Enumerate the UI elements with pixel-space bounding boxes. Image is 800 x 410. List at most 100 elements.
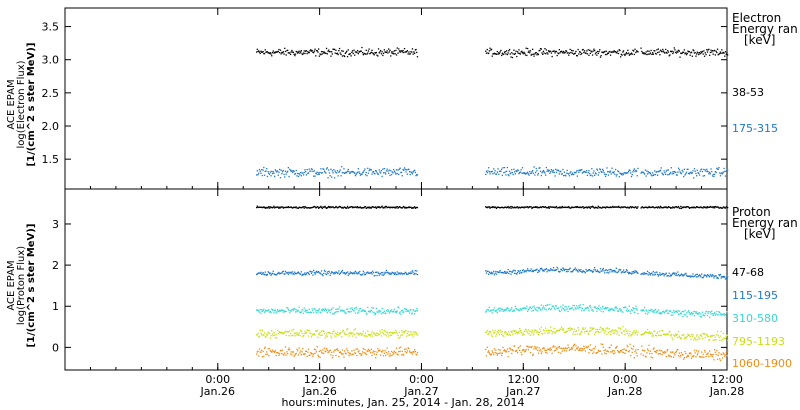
data-point [686, 355, 688, 357]
data-point [547, 269, 549, 271]
data-point [708, 355, 710, 358]
data-point [630, 347, 633, 349]
data-point [695, 206, 697, 209]
data-point [599, 56, 602, 58]
data-point [601, 270, 603, 272]
data-point [601, 308, 603, 310]
data-point [262, 309, 264, 312]
data-point [279, 207, 282, 209]
data-point [503, 332, 506, 334]
data-point [530, 307, 532, 310]
data-point [678, 352, 680, 354]
data-point [415, 310, 417, 312]
data-point [408, 272, 410, 274]
data-point [534, 206, 536, 208]
data-point [702, 175, 704, 177]
data-point [591, 349, 593, 351]
data-point [710, 274, 712, 276]
data-point [709, 171, 711, 173]
data-point [683, 49, 685, 51]
data-point [320, 334, 322, 337]
data-point [534, 53, 536, 55]
data-point [573, 268, 576, 271]
data-point [281, 51, 283, 54]
data-point [314, 352, 316, 354]
data-point [555, 349, 557, 351]
data-point [576, 55, 578, 57]
data-point [621, 206, 623, 208]
data-point [260, 332, 262, 334]
data-point [328, 309, 331, 311]
data-point [409, 272, 411, 275]
data-point [493, 168, 495, 170]
data-point [397, 52, 399, 54]
data-point [678, 275, 680, 277]
data-point [311, 271, 313, 273]
data-point [570, 271, 572, 273]
data-point [661, 51, 663, 53]
data-point [485, 348, 487, 351]
data-point [530, 331, 532, 333]
data-point [275, 312, 277, 314]
data-point [402, 273, 404, 275]
data-point [303, 207, 305, 209]
data-point [711, 175, 714, 177]
data-point [315, 270, 318, 272]
data-point [494, 330, 496, 332]
data-point [271, 308, 273, 310]
data-point [511, 52, 513, 54]
data-point [260, 50, 262, 52]
data-point [395, 207, 397, 209]
data-point [573, 331, 575, 333]
data-point [407, 347, 409, 349]
data-point [594, 207, 596, 209]
data-point [542, 347, 545, 349]
data-point [667, 50, 669, 52]
data-point [545, 207, 547, 209]
data-point [577, 169, 579, 172]
data-point [656, 332, 658, 334]
data-point [670, 274, 672, 276]
data-point [530, 172, 532, 174]
data-point [539, 328, 541, 330]
data-point [613, 309, 615, 312]
data-point [516, 271, 519, 274]
legend-title: Proton [732, 205, 771, 219]
data-point [309, 207, 311, 209]
data-point [405, 310, 407, 312]
data-point [266, 353, 269, 355]
data-point [322, 308, 324, 310]
data-point [514, 330, 516, 333]
data-point [343, 356, 345, 358]
data-point [526, 345, 528, 347]
data-point [404, 351, 406, 353]
data-point [343, 272, 345, 274]
data-point [324, 52, 326, 54]
data-point [606, 307, 608, 309]
data-point [404, 308, 406, 310]
data-point [689, 335, 691, 338]
data-point [390, 334, 393, 336]
data-point [723, 353, 725, 355]
data-point [314, 308, 316, 310]
data-point [495, 273, 498, 275]
data-point [665, 173, 667, 175]
data-point [593, 327, 595, 329]
data-point [256, 353, 258, 355]
data-point [316, 50, 318, 52]
data-point [497, 353, 499, 355]
data-point [688, 334, 691, 337]
data-point [636, 207, 638, 209]
data-point [310, 207, 313, 209]
data-point [295, 334, 297, 336]
data-point [303, 171, 305, 174]
data-point [320, 270, 323, 272]
data-point [720, 207, 722, 209]
data-point [331, 333, 333, 335]
data-point [323, 206, 326, 208]
data-point [659, 313, 662, 315]
data-point [609, 54, 612, 56]
data-point [372, 335, 374, 337]
data-point [319, 311, 321, 313]
data-point [602, 170, 604, 172]
